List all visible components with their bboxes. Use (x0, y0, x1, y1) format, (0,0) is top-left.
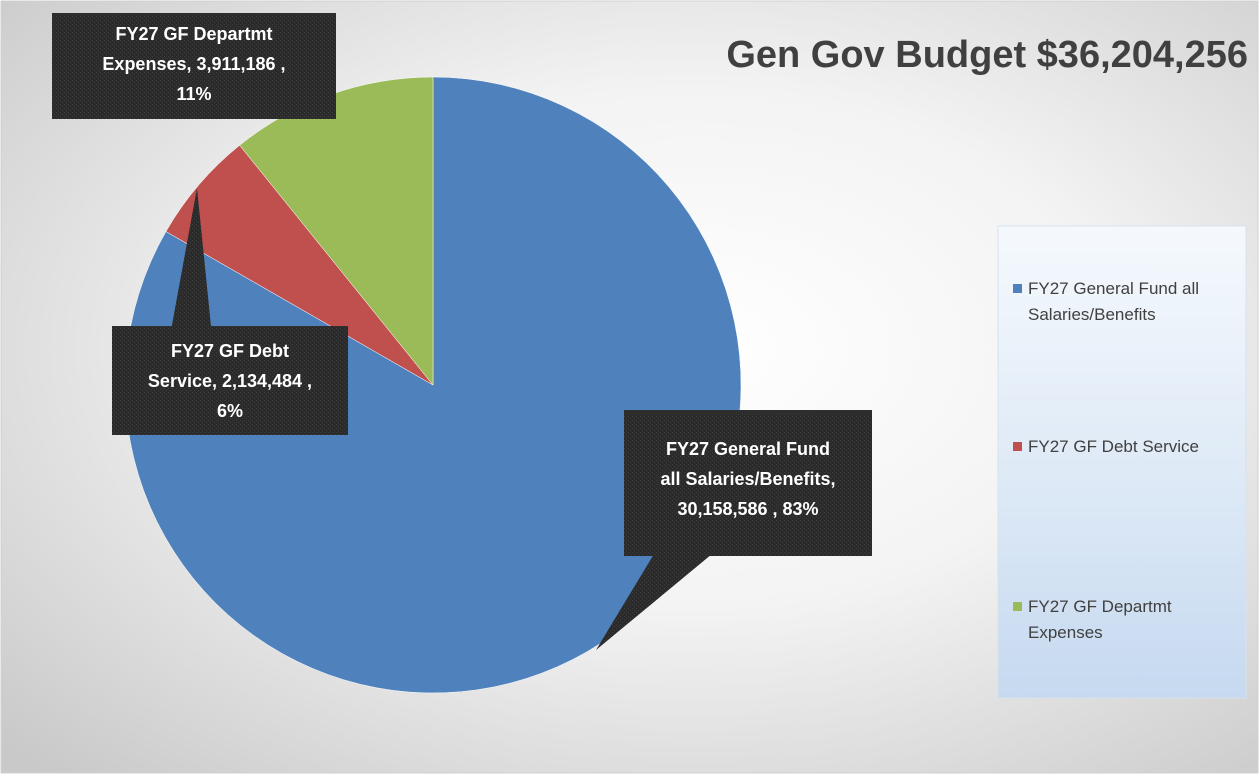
label-line: Expenses, 3,911,186 , (102, 54, 286, 74)
legend-line: FY27 GF Departmt (1028, 597, 1172, 616)
legend-swatch-departmt-expenses (1013, 602, 1022, 611)
legend-line: Expenses (1028, 623, 1103, 642)
pointer-debt-service (170, 188, 212, 336)
legend-entry-debt-service: FY27 GF Debt Service (1028, 434, 1248, 460)
legend-box (997, 225, 1247, 699)
legend-entry-departmt-expenses: FY27 GF Departmt Expenses (1028, 594, 1248, 646)
legend-entry-salaries: FY27 General Fund all Salaries/Benefits (1028, 276, 1248, 328)
pointer-salaries (596, 554, 712, 650)
label-line: FY27 GF Departmt (115, 24, 273, 44)
label-line: FY27 GF Debt (170, 341, 290, 361)
label-line: Service, 2,134,484 , (147, 371, 313, 391)
callout-boxes (52, 13, 872, 556)
legend-swatch-salaries (1013, 284, 1022, 293)
callout-box-departmt-expenses (52, 13, 336, 119)
label-line: 30,158,586 , 83% (677, 499, 819, 519)
chart-title: Gen Gov Budget $36,204,256 (726, 34, 1248, 76)
data-label-debt-service: FY27 GF Debt Service, 2,134,484 , 6% (112, 336, 348, 426)
callout-box-debt-service (112, 326, 348, 435)
legend-line: FY27 General Fund all (1028, 279, 1200, 298)
label-line: 6% (216, 401, 243, 421)
legend-line: FY27 GF Debt Service (1028, 437, 1200, 456)
legend-line: Salaries/Benefits (1028, 305, 1156, 324)
callout-box-salaries (624, 410, 872, 556)
pie-slices (124, 76, 742, 694)
label-line: 11% (176, 84, 212, 104)
legend-swatches (1013, 284, 1022, 611)
callout-pointers (170, 188, 712, 650)
label-line: FY27 General Fund (665, 439, 831, 459)
legend-swatch-debt-service (1013, 442, 1022, 451)
data-label-departmt-expenses: FY27 GF Departmt Expenses, 3,911,186 , 1… (52, 19, 336, 109)
label-line: all Salaries/Benefits, (660, 469, 836, 489)
pie-slice-salaries (124, 76, 742, 694)
data-label-salaries: FY27 General Fund all Salaries/Benefits,… (624, 434, 872, 524)
